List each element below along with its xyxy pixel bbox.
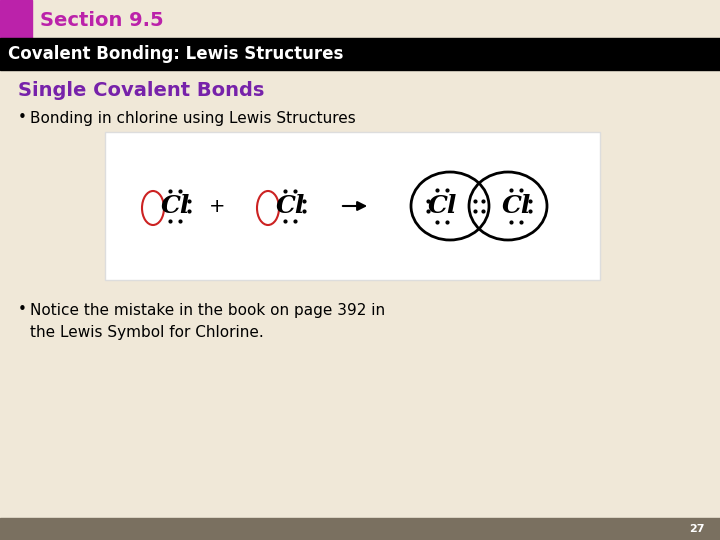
Text: Notice the mistake in the book on page 392 in: Notice the mistake in the book on page 3… xyxy=(30,302,385,318)
Text: •: • xyxy=(18,111,27,125)
Ellipse shape xyxy=(411,172,489,240)
Text: Covalent Bonding: Lewis Structures: Covalent Bonding: Lewis Structures xyxy=(8,45,343,63)
Text: the Lewis Symbol for Chlorine.: the Lewis Symbol for Chlorine. xyxy=(30,325,264,340)
Ellipse shape xyxy=(469,172,547,240)
Bar xyxy=(0,518,720,540)
Text: •: • xyxy=(18,302,27,318)
Text: +: + xyxy=(209,197,225,215)
Text: 27: 27 xyxy=(690,524,705,534)
Text: Bonding in chlorine using Lewis Structures: Bonding in chlorine using Lewis Structur… xyxy=(30,111,356,125)
Text: Section 9.5: Section 9.5 xyxy=(40,10,163,30)
Text: Cl: Cl xyxy=(275,194,305,218)
Text: Cl: Cl xyxy=(161,194,189,218)
Bar xyxy=(0,0,32,38)
Text: Cl: Cl xyxy=(427,194,456,218)
Bar xyxy=(0,38,720,70)
Text: Single Covalent Bonds: Single Covalent Bonds xyxy=(18,80,264,99)
Text: Cl: Cl xyxy=(501,194,531,218)
FancyBboxPatch shape xyxy=(105,132,600,280)
